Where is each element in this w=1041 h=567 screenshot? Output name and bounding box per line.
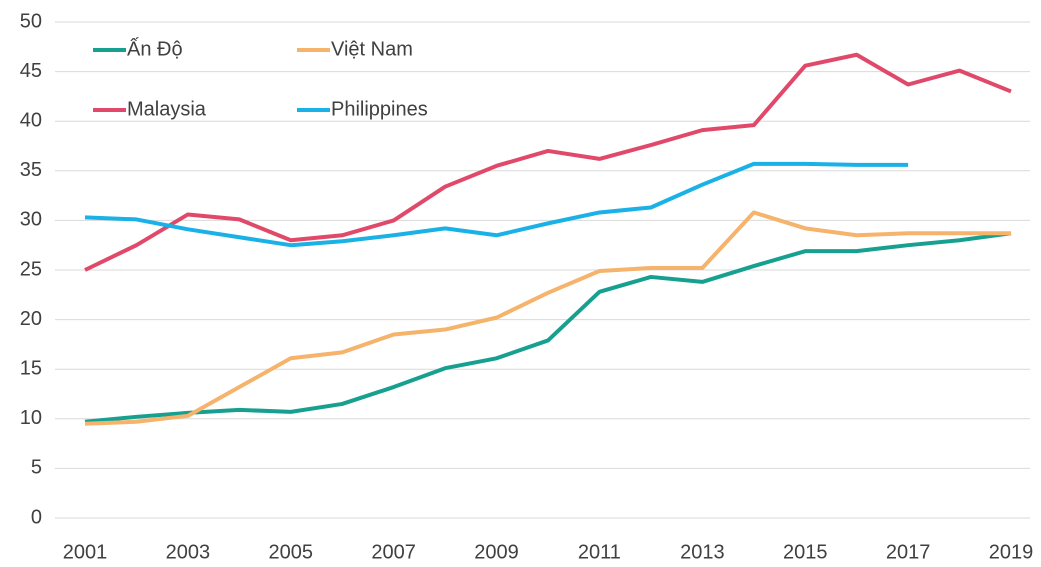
- x-tick-label: 2005: [269, 541, 314, 563]
- legend-label: Philippines: [331, 98, 428, 120]
- legend-label: Việt Nam: [331, 38, 413, 60]
- legend-label: Ấn Độ: [127, 37, 183, 60]
- x-tick-label: 2003: [166, 541, 211, 563]
- series-line: [84, 210, 1011, 426]
- x-tick-label: 2001: [63, 541, 108, 563]
- y-tick-label: 35: [20, 159, 42, 181]
- y-tick-label: 45: [20, 60, 42, 82]
- x-tick-label: 2017: [886, 541, 931, 563]
- x-tick-label: 2009: [474, 541, 519, 563]
- series-line: [84, 231, 1012, 424]
- y-tick-label: 0: [31, 506, 42, 528]
- y-tick-label: 30: [20, 209, 42, 231]
- y-tick-label: 10: [20, 407, 42, 429]
- y-tick-label: 15: [20, 357, 42, 379]
- y-tick-label: 40: [20, 109, 42, 131]
- y-tick-label: 25: [20, 258, 42, 280]
- y-tick-label: 50: [20, 10, 42, 32]
- x-tick-label: 2007: [371, 541, 416, 563]
- x-tick-label: 2013: [680, 541, 725, 563]
- x-tick-label: 2015: [783, 541, 828, 563]
- series-line: [84, 52, 1012, 272]
- x-tick-label: 2019: [989, 541, 1034, 563]
- x-tick-label: 2011: [578, 541, 621, 563]
- legend-label: Malaysia: [127, 98, 207, 120]
- y-tick-label: 20: [20, 308, 42, 330]
- series-line: [84, 161, 909, 248]
- y-tick-label: 5: [31, 457, 42, 479]
